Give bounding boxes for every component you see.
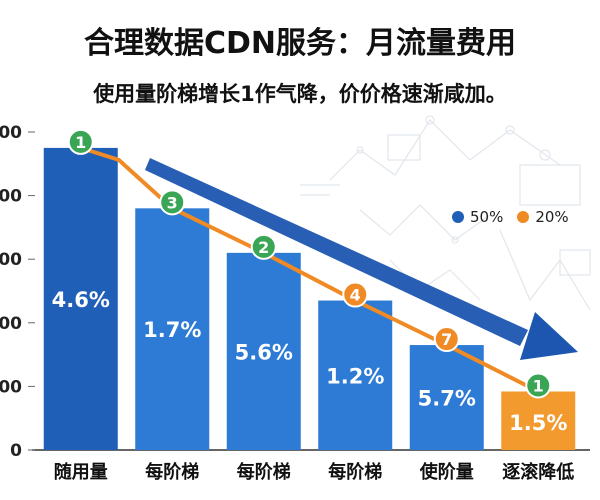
bar-value-label: 1.7% — [143, 318, 201, 342]
step-marker — [433, 326, 460, 353]
legend-swatch-blue — [452, 211, 464, 223]
legend-swatch-orange — [517, 211, 530, 223]
bar — [135, 208, 210, 450]
bar — [501, 391, 576, 450]
step-markers: 1 3 2 4 7 1 — [67, 128, 552, 399]
y-tick-label: 00 — [0, 187, 22, 207]
y-tick-label: 0 — [10, 441, 22, 461]
bar — [226, 252, 301, 450]
bar-value-label: 4.6% — [52, 288, 110, 312]
step-marker — [525, 372, 552, 399]
step-marker-number: 7 — [441, 330, 452, 349]
step-marker-number: 4 — [350, 286, 361, 305]
step-marker-number: 2 — [258, 238, 269, 257]
step-marker — [159, 189, 186, 216]
x-category-label: 每阶梯 — [328, 461, 382, 483]
legend-label-1: 50% — [470, 208, 504, 226]
y-tick-label: 00 — [0, 314, 22, 334]
chart-title: 合理数据CDN服务：月流量费用 — [83, 26, 517, 61]
bar-value-label: 5.7% — [418, 387, 476, 411]
y-tick-label: 00 — [0, 250, 22, 270]
legend-item-2: 20% — [517, 208, 569, 226]
x-category-label: 使阶量 — [419, 461, 474, 483]
bar — [43, 147, 118, 450]
x-category-label: 随用量 — [54, 461, 108, 483]
step-marker — [250, 233, 277, 260]
step-marker-number: 1 — [533, 376, 544, 395]
step-marker — [342, 281, 369, 308]
step-marker-number: 1 — [75, 133, 86, 152]
chart-subtitle: 使用量阶梯增长1作气降，价价格速渐咸加。 — [93, 82, 507, 106]
x-category-label: 逐滚降低 — [502, 461, 574, 483]
x-axis-labels: 随用量 每阶梯 每阶梯 每阶梯 使阶量 逐滚降低 — [54, 461, 575, 483]
step-marker — [67, 128, 94, 155]
y-tick-label: 00 — [0, 377, 22, 397]
bar-value-label: 5.6% — [235, 340, 293, 364]
data-labels: 4.6% 1.7% 5.6% 1.2% 5.7% 1.5% — [52, 288, 568, 435]
arrow-head — [520, 312, 578, 360]
bar-value-label: 1.2% — [326, 364, 384, 388]
bars — [43, 147, 576, 450]
legend-item-1: 50% — [452, 208, 503, 226]
legend-label-2: 20% — [535, 208, 569, 226]
bar-value-label: 1.5% — [509, 411, 567, 435]
step-marker-number: 3 — [167, 193, 178, 212]
bar — [318, 300, 393, 450]
x-category-label: 每阶梯 — [237, 461, 291, 483]
y-tick-label: 00 — [0, 123, 22, 143]
trend-arrow — [145, 158, 578, 360]
bar — [409, 345, 484, 450]
legend: 50% 20% — [452, 208, 583, 226]
x-category-label: 每阶梯 — [145, 461, 199, 483]
arrow-shaft — [145, 158, 528, 346]
